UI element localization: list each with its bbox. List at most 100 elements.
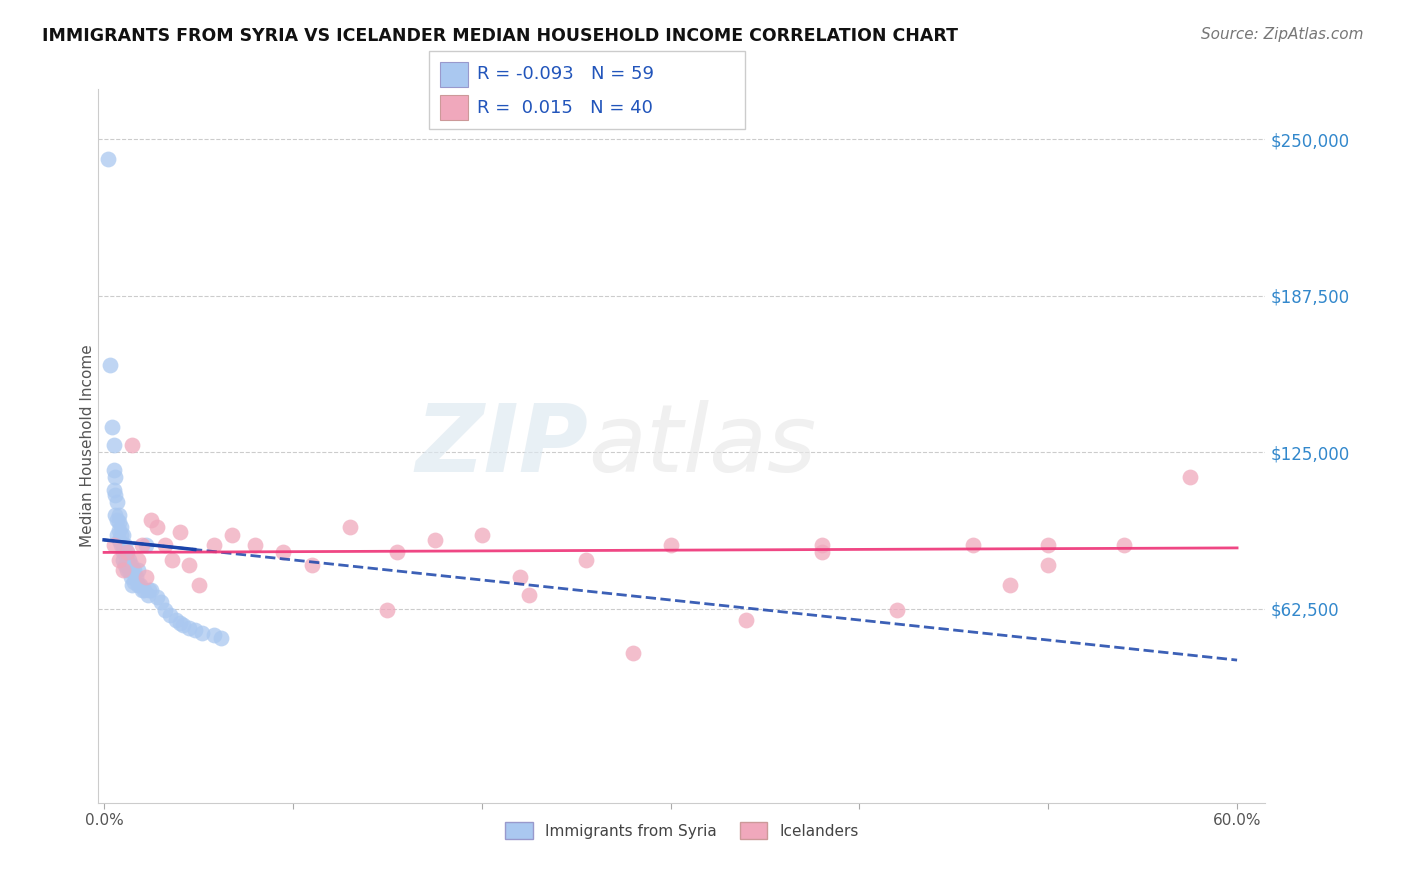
Point bbox=[191, 625, 214, 640]
Point bbox=[187, 578, 209, 592]
Point bbox=[115, 545, 138, 559]
Point bbox=[103, 463, 125, 477]
Point bbox=[120, 570, 142, 584]
Point bbox=[202, 538, 225, 552]
Point bbox=[575, 553, 598, 567]
Point bbox=[120, 558, 142, 572]
Point bbox=[127, 553, 149, 567]
Point bbox=[121, 563, 143, 577]
Text: R =  0.015   N = 40: R = 0.015 N = 40 bbox=[477, 99, 652, 117]
Point bbox=[517, 588, 540, 602]
Point bbox=[141, 513, 163, 527]
Point bbox=[149, 595, 172, 609]
Point bbox=[104, 488, 127, 502]
Point bbox=[209, 631, 232, 645]
Point bbox=[135, 538, 157, 552]
Point bbox=[114, 558, 136, 572]
Point bbox=[1038, 558, 1060, 572]
Point bbox=[1178, 470, 1201, 484]
Text: atlas: atlas bbox=[589, 401, 817, 491]
Point bbox=[115, 553, 138, 567]
Point bbox=[117, 563, 139, 577]
Point bbox=[508, 570, 530, 584]
Point bbox=[172, 618, 194, 632]
Text: IMMIGRANTS FROM SYRIA VS ICELANDER MEDIAN HOUSEHOLD INCOME CORRELATION CHART: IMMIGRANTS FROM SYRIA VS ICELANDER MEDIA… bbox=[42, 27, 957, 45]
Point bbox=[165, 613, 187, 627]
Point bbox=[135, 570, 157, 584]
Point bbox=[132, 582, 155, 597]
Point bbox=[375, 603, 398, 617]
Point bbox=[962, 538, 984, 552]
Point bbox=[108, 533, 131, 547]
Point bbox=[110, 538, 132, 552]
Point bbox=[127, 563, 149, 577]
Legend: Immigrants from Syria, Icelanders: Immigrants from Syria, Icelanders bbox=[499, 816, 865, 845]
Point bbox=[125, 570, 148, 584]
Point bbox=[1112, 538, 1135, 552]
Point bbox=[105, 513, 128, 527]
Point bbox=[104, 508, 127, 522]
Point bbox=[659, 538, 682, 552]
Point bbox=[104, 470, 127, 484]
Point bbox=[160, 553, 183, 567]
Point bbox=[105, 495, 128, 509]
Point bbox=[159, 607, 181, 622]
Point bbox=[621, 646, 644, 660]
Point bbox=[110, 520, 132, 534]
Point bbox=[136, 588, 159, 602]
Point bbox=[121, 578, 143, 592]
Point bbox=[117, 553, 139, 567]
Point bbox=[141, 582, 163, 597]
Point bbox=[108, 553, 131, 567]
Point bbox=[103, 538, 125, 552]
Point bbox=[111, 545, 134, 559]
Point bbox=[273, 545, 295, 559]
Text: Source: ZipAtlas.com: Source: ZipAtlas.com bbox=[1201, 27, 1364, 42]
Point bbox=[153, 603, 176, 617]
Point bbox=[177, 621, 200, 635]
Point bbox=[810, 538, 832, 552]
Point bbox=[131, 538, 153, 552]
Point bbox=[121, 438, 143, 452]
Point bbox=[129, 578, 152, 592]
Point bbox=[111, 563, 134, 577]
Point bbox=[124, 563, 146, 577]
Point bbox=[183, 623, 205, 637]
Point bbox=[111, 553, 134, 567]
Point bbox=[471, 528, 494, 542]
Point bbox=[1000, 578, 1022, 592]
Point bbox=[146, 520, 169, 534]
Point bbox=[124, 575, 146, 590]
Point bbox=[202, 628, 225, 642]
Point bbox=[103, 438, 125, 452]
Point bbox=[108, 516, 131, 530]
Point bbox=[169, 525, 191, 540]
Point bbox=[301, 558, 323, 572]
Point bbox=[115, 545, 138, 559]
Point bbox=[810, 545, 832, 559]
Point bbox=[97, 153, 120, 167]
Point bbox=[111, 538, 134, 552]
Point bbox=[735, 613, 758, 627]
Point bbox=[339, 520, 361, 534]
Point bbox=[114, 545, 136, 559]
Point bbox=[153, 538, 176, 552]
Point bbox=[111, 528, 134, 542]
Point bbox=[114, 538, 136, 552]
Point bbox=[98, 358, 121, 372]
Point bbox=[146, 591, 169, 605]
Point bbox=[1038, 538, 1060, 552]
Y-axis label: Median Household Income: Median Household Income bbox=[80, 344, 94, 548]
Point bbox=[138, 582, 160, 597]
Point bbox=[115, 563, 138, 577]
Point bbox=[177, 558, 200, 572]
Point bbox=[108, 508, 131, 522]
Point bbox=[243, 538, 266, 552]
Point bbox=[127, 578, 149, 592]
Point bbox=[169, 615, 191, 630]
Point bbox=[103, 483, 125, 497]
Point bbox=[423, 533, 446, 547]
Text: ZIP: ZIP bbox=[416, 400, 589, 492]
Text: R = -0.093   N = 59: R = -0.093 N = 59 bbox=[477, 65, 654, 83]
Point bbox=[886, 603, 908, 617]
